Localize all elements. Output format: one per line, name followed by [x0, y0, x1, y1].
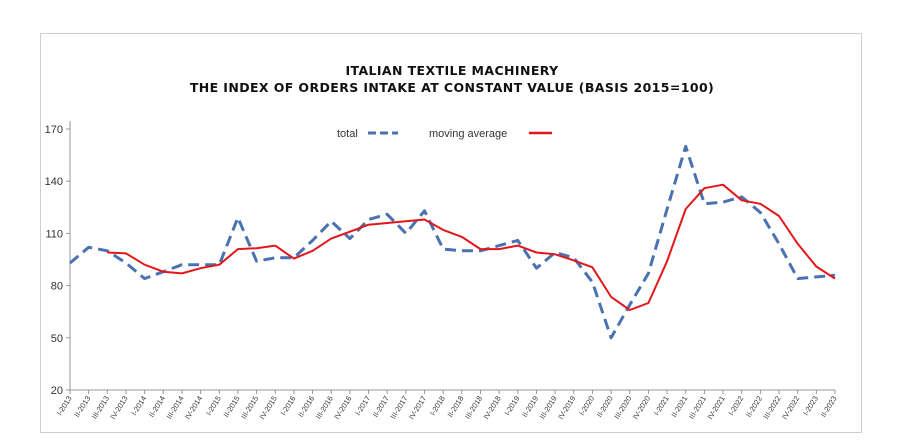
chart-title: ITALIAN TEXTILE MACHINERY	[345, 63, 559, 78]
series-line-moving-average	[107, 183, 836, 311]
x-tick-label: IV-2018	[482, 394, 503, 421]
axes: 205080110140170I-2013II-2013III-2013IV-2…	[45, 121, 839, 421]
x-tick-label: I-2014	[129, 394, 148, 417]
line-chart: ITALIAN TEXTILE MACHINERY THE INDEX OF O…	[45, 63, 839, 421]
y-tick-label: 140	[45, 176, 63, 188]
x-tick-label: I-2022	[726, 394, 745, 417]
chart-subtitle: THE INDEX OF ORDERS INTAKE AT CONSTANT V…	[190, 80, 714, 95]
x-tick-label: I-2023	[801, 394, 820, 417]
x-tick-label: I-2016	[279, 394, 298, 417]
x-tick-label: I-2015	[204, 394, 223, 417]
x-tick-label: IV-2021	[705, 394, 726, 421]
x-tick-label: I-2021	[652, 394, 671, 417]
x-tick-label: IV-2016	[332, 394, 353, 421]
x-tick-label: IV-2019	[556, 394, 577, 421]
series-layer	[69, 144, 836, 340]
y-tick-label: 110	[45, 228, 63, 240]
x-tick-label: II-2023	[819, 394, 839, 419]
y-tick-label: 170	[45, 124, 63, 136]
x-tick-label: IV-2020	[631, 394, 652, 421]
legend-label-total: total	[337, 128, 358, 140]
x-tick-label: I-2013	[55, 394, 74, 417]
series-line-total	[69, 144, 836, 340]
legend-label-moving-average: moving average	[429, 128, 507, 140]
x-tick-label: IV-2022	[780, 394, 801, 421]
x-tick-label: I-2018	[428, 394, 447, 417]
y-tick-label: 80	[51, 281, 63, 293]
x-tick-label: I-2019	[503, 394, 522, 417]
x-tick-label: I-2017	[353, 394, 372, 417]
x-tick-label: IV-2014	[183, 394, 204, 421]
x-tick-label: IV-2013	[108, 394, 129, 421]
x-tick-label: IV-2017	[407, 394, 428, 421]
x-tick-label: I-2020	[577, 394, 596, 417]
chart-frame: ITALIAN TEXTILE MACHINERY THE INDEX OF O…	[40, 33, 862, 433]
y-tick-label: 50	[51, 333, 63, 345]
x-tick-label: IV-2015	[258, 394, 279, 421]
y-tick-label: 20	[51, 385, 63, 397]
legend: total moving average	[337, 128, 552, 140]
